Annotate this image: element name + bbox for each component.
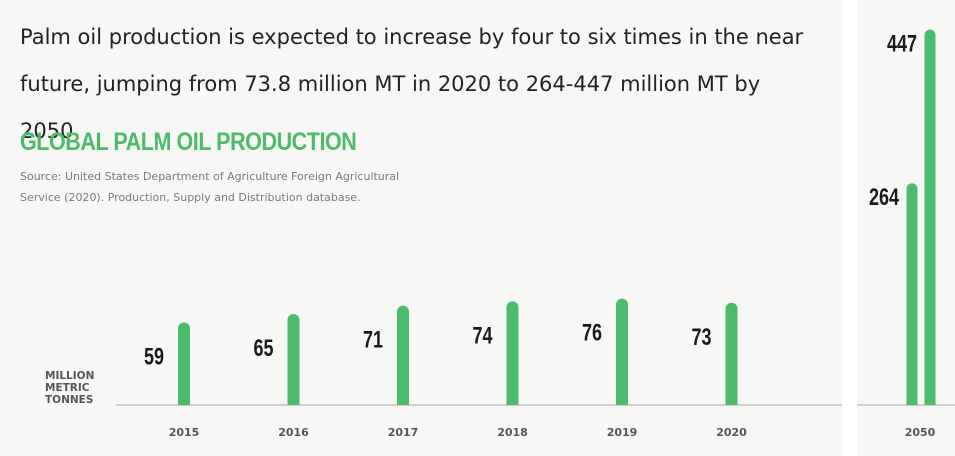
headline-line-2: future, jumping from 73.8 million MT in …	[20, 72, 761, 143]
bar-2020	[725, 302, 738, 405]
bar-2015	[178, 322, 190, 405]
bar-2017	[397, 305, 409, 405]
x-tick-label-2018: 2018	[497, 426, 528, 439]
bar-2016	[287, 314, 300, 405]
data-label-2017: 71	[363, 327, 383, 354]
y-axis-unit-label: MILLION METRIC TONNES	[45, 370, 95, 406]
x-tick-label-2019: 2019	[607, 426, 638, 439]
source-line-1: Source: United States Department of Agri…	[20, 170, 400, 183]
source-line-2: Service (2020). Production, Supply and D…	[20, 191, 361, 204]
x-tick-label-2017: 2017	[388, 426, 419, 439]
x-tick-label-2016: 2016	[278, 426, 309, 439]
data-label-2015: 59	[144, 343, 164, 370]
bar-2019	[616, 298, 628, 405]
x-tick-label-2015: 2015	[169, 426, 200, 439]
headline: Palm oil production is expected to incre…	[20, 14, 820, 155]
bar-2018	[506, 301, 519, 405]
source-note: Source: United States Department of Agri…	[20, 166, 450, 208]
data-label-2018: 74	[473, 322, 493, 349]
data-label-2016: 65	[254, 335, 274, 362]
axis-break-band	[842, 0, 857, 456]
data-label-2050-447: 447	[887, 31, 917, 58]
bar-2050-447	[924, 29, 936, 406]
chart-title: GLOBAL PALM OIL PRODUCTION	[20, 128, 357, 156]
x-tick-label-2050: 2050	[905, 426, 936, 439]
data-label-2020: 73	[692, 324, 712, 351]
headline-line-1: Palm oil production is expected to incre…	[20, 25, 804, 49]
bar-2050-264	[906, 183, 918, 405]
x-tick-label-2020: 2020	[716, 426, 747, 439]
data-label-2050-264: 264	[869, 184, 899, 211]
data-label-2019: 76	[582, 320, 602, 347]
